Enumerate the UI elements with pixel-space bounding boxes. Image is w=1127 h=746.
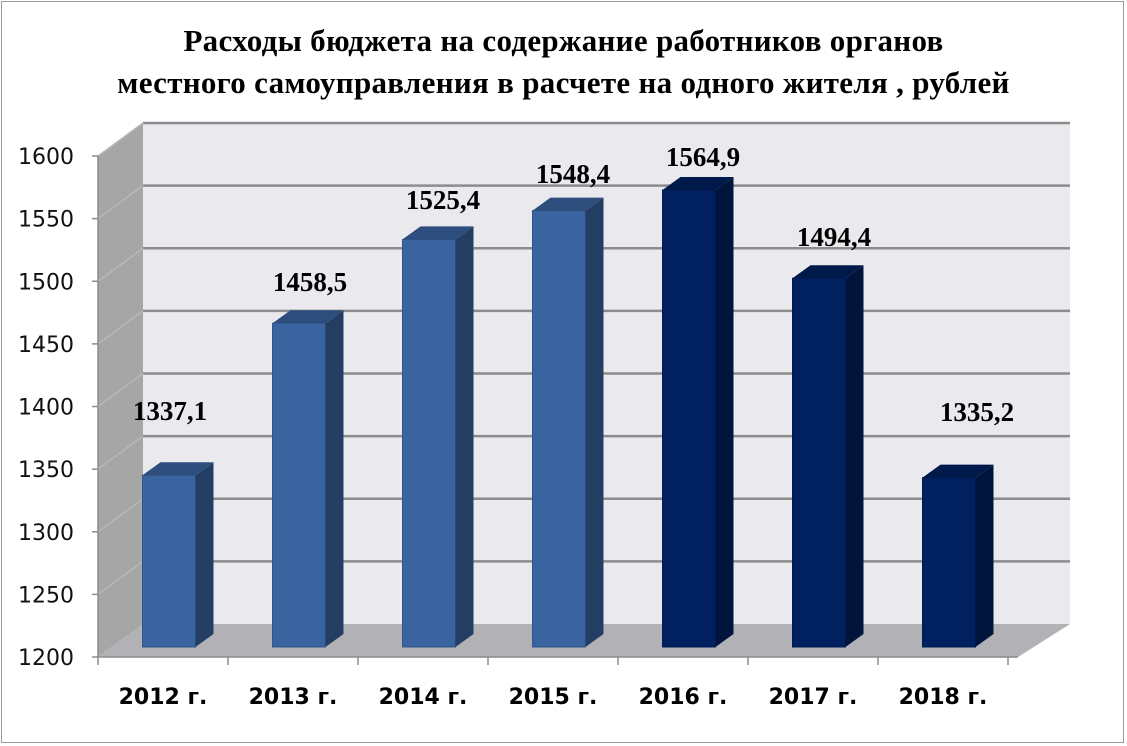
y-tick-label: 1450: [18, 333, 74, 358]
data-label: 1564,9: [666, 142, 740, 172]
gridline-side: [97, 372, 144, 408]
bars: [142, 176, 994, 648]
bar-front: [662, 189, 716, 648]
gridline-side: [97, 435, 144, 470]
bar-front: [402, 238, 456, 648]
bar-front: [532, 210, 586, 648]
bar-2013г: [272, 310, 344, 648]
bar-side: [325, 310, 344, 647]
y-tick-label: 1500: [18, 270, 74, 295]
x-tick-label: 2013 г.: [249, 685, 338, 710]
bar-front: [792, 277, 846, 648]
chart-title-line-1: Расходы бюджета на содержание работников…: [183, 23, 944, 58]
data-label: 1494,4: [797, 222, 871, 252]
bar-top: [142, 462, 214, 476]
gridline-side: [97, 185, 144, 220]
chart-title: Расходы бюджета на содержание работников…: [0, 20, 1127, 104]
bar-top: [922, 464, 994, 478]
x-tick-label: 2016 г.: [639, 685, 728, 710]
y-tick-label: 1250: [18, 583, 74, 608]
x-tick-label: 2012 г.: [119, 685, 208, 710]
bar-2018г: [922, 464, 994, 648]
y-tick-label: 1400: [18, 396, 74, 421]
x-tick-label: 2017 г.: [769, 685, 858, 710]
y-tick-label: 1600: [18, 145, 74, 170]
bar-side: [195, 462, 214, 647]
data-label: 1337,1: [133, 396, 207, 426]
data-label: 1458,5: [273, 267, 347, 297]
data-labels: 1337,1 1458,5 1525,4 1548,4 1564,9 1494,4 1335…: [133, 142, 1014, 427]
y-tick-label: 1350: [18, 458, 74, 483]
bar-2012г: [142, 462, 214, 648]
bar-side: [455, 226, 474, 647]
bar-top: [532, 197, 604, 211]
chart-title-line-2: местного самоуправления в расчете на одн…: [117, 65, 1010, 100]
y-tick-label: 1550: [18, 208, 74, 233]
bar-top: [792, 265, 864, 279]
bar-front: [272, 322, 326, 648]
bar-side: [845, 265, 864, 647]
bar-front: [142, 474, 196, 648]
bar-side: [585, 197, 604, 647]
bar-2014г: [402, 226, 474, 648]
x-tick-label: 2018 г.: [899, 685, 988, 710]
gridline-side: [97, 498, 144, 533]
bar-top: [402, 226, 474, 240]
gridline-side: [97, 310, 144, 345]
bar-front: [922, 477, 976, 648]
y-axis: 1200 1250 1300 1350 1400 1450 1500 1550 1600: [18, 145, 99, 671]
x-axis: 2012 г. 2013 г. 2014 г. 2015 г. 2016 г. 2017 …: [97, 656, 1018, 710]
bar-top: [272, 310, 344, 324]
gridline-side: [97, 122, 144, 157]
data-label: 1525,4: [406, 185, 480, 215]
bar-2017г: [792, 265, 864, 648]
bar-side: [715, 176, 734, 647]
y-tick-label: 1300: [18, 521, 74, 546]
bar-2015г: [532, 197, 604, 648]
y-tick-label: 1200: [18, 646, 74, 671]
data-label: 1548,4: [536, 159, 610, 189]
x-tick-label: 2015 г.: [509, 685, 598, 710]
data-label: 1335,2: [940, 397, 1014, 427]
bar-top: [662, 176, 734, 190]
x-tick-label: 2014 г.: [379, 685, 468, 710]
gridline-side: [97, 247, 144, 282]
bar-2016г: [662, 176, 734, 648]
gridline-side: [97, 560, 144, 595]
bar-side: [975, 464, 994, 647]
